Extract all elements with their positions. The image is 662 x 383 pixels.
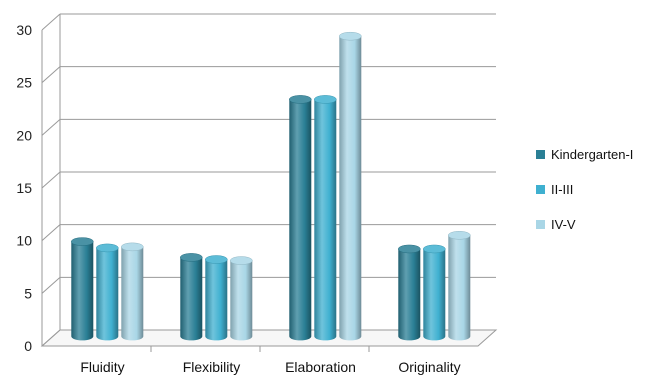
gridlines xyxy=(41,13,496,347)
y-tick-label: 20 xyxy=(16,127,32,143)
bar-body xyxy=(398,248,421,341)
gridline-diagonal xyxy=(41,329,61,347)
legend-label: IV-V xyxy=(551,217,576,232)
bar-top xyxy=(289,95,312,104)
gridline-diagonal xyxy=(41,224,61,242)
bar xyxy=(96,243,119,341)
legend-swatch xyxy=(536,220,545,229)
y-tick-label: 5 xyxy=(24,285,32,301)
bar-body xyxy=(121,246,144,341)
bar-body xyxy=(448,235,471,341)
bar xyxy=(71,237,94,341)
gridline-diagonal xyxy=(41,276,61,294)
bar-top xyxy=(230,256,253,265)
legend-item: Kindergarten-I xyxy=(536,147,633,162)
legend-item: II-III xyxy=(536,182,573,197)
gridline-diagonal xyxy=(41,66,61,84)
y-tick-label: 10 xyxy=(16,233,32,249)
y-axis: 0 5 10 15 20 25 30 xyxy=(16,22,32,354)
bar xyxy=(121,242,144,341)
bar-top xyxy=(180,253,203,262)
x-tick-label: Originality xyxy=(398,359,460,375)
bar xyxy=(230,256,253,341)
bar-body xyxy=(423,248,446,341)
y-tick-label: 15 xyxy=(16,180,32,196)
bar-body xyxy=(314,99,337,341)
x-tick-label: Flexibility xyxy=(183,359,241,375)
y-tick-label: 30 xyxy=(16,22,32,38)
legend: Kindergarten-I II-III IV-V xyxy=(536,147,633,232)
x-axis-labels: Fluidity Flexibility Elaboration Originalit… xyxy=(80,359,460,375)
bar xyxy=(205,255,228,341)
bar-top xyxy=(121,242,144,252)
bar-top xyxy=(205,255,228,264)
bar xyxy=(180,253,203,341)
bar-body xyxy=(96,247,119,341)
bar-body xyxy=(339,36,362,341)
bars xyxy=(71,31,471,341)
bar-body xyxy=(205,259,228,341)
bar-body xyxy=(71,241,94,341)
x-tick-label: Elaboration xyxy=(285,359,356,375)
bar-body xyxy=(230,260,253,341)
legend-item: IV-V xyxy=(536,217,576,232)
gridline-diagonal xyxy=(41,118,61,136)
bar-top xyxy=(314,95,337,104)
legend-swatch xyxy=(536,150,545,159)
legend-swatch xyxy=(536,185,545,194)
bar xyxy=(448,231,471,341)
gridline-diagonal xyxy=(41,13,61,31)
legend-label: Kindergarten-I xyxy=(551,147,633,162)
bar-top xyxy=(339,31,362,41)
bar xyxy=(314,95,337,341)
bar-top xyxy=(96,243,119,253)
bar-top xyxy=(448,231,471,240)
y-tick-label: 0 xyxy=(24,338,32,354)
x-tick-label: Fluidity xyxy=(80,359,124,375)
gridline-diagonal xyxy=(41,171,61,189)
legend-label: II-III xyxy=(551,182,573,197)
bar-top xyxy=(423,244,446,254)
bar xyxy=(398,244,421,341)
y-tick-label: 25 xyxy=(16,75,32,91)
bar-body xyxy=(180,257,203,341)
bar xyxy=(423,244,446,341)
bar-top xyxy=(398,244,421,254)
bar xyxy=(339,31,362,341)
bar-top xyxy=(71,237,94,246)
bar-body xyxy=(289,99,312,341)
bar xyxy=(289,95,312,341)
